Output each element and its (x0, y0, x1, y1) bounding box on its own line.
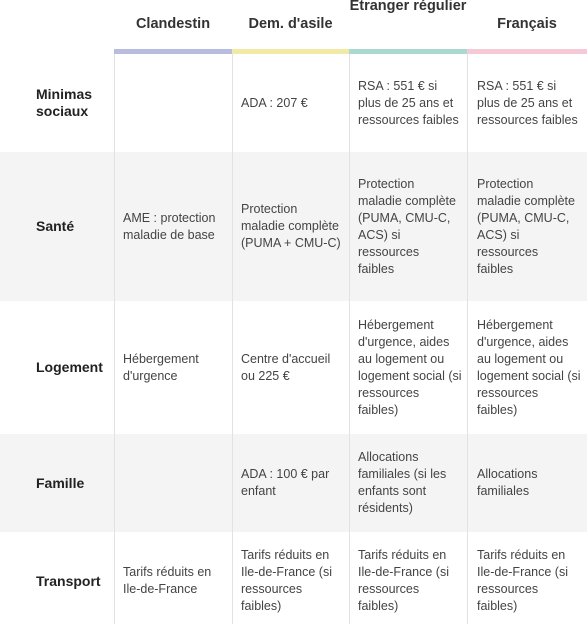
cell-sante-demandeur: Protection maladie complète (PUMA + CMU-… (241, 202, 341, 250)
header-etranger-regulier: Etranger régulier (349, 0, 467, 14)
cell-minimas-demandeur: ADA : 207 € (241, 95, 308, 110)
cell-famille-etranger: Allocations familiales (si les enfants s… (358, 450, 447, 515)
row-label-famille: Famille (36, 474, 85, 491)
cell-sante-francais: Protection maladie complète (PUMA, CMU-C… (477, 176, 575, 276)
row-label-logement: Logement (36, 359, 103, 375)
cell-sante-etranger: Protection maladie complète (PUMA, CMU-C… (358, 176, 456, 276)
header-bar-demandeur-asile (232, 49, 349, 54)
header-clandestin: Clandestin (135, 15, 211, 32)
header-demandeur-asile: Dem. d'asile (248, 15, 333, 32)
column-divider (232, 54, 233, 624)
cell-transport-etranger: Tarifs réduits en Ile-de-France (si ress… (358, 548, 449, 613)
cell-minimas-francais: RSA : 551 € si plus de 25 ans et ressour… (477, 78, 578, 127)
row-bg-1 (0, 152, 587, 301)
cell-transport-clandestin: Tarifs réduits en Ile-de-France (123, 565, 212, 596)
column-divider (114, 54, 115, 624)
cell-sante-clandestin: AME : protection maladie de base (123, 210, 216, 242)
row-label-sante: Santé (36, 218, 75, 234)
cell-logement-clandestin: Hébergement d'urgence (123, 351, 199, 383)
row-bg-3 (0, 434, 587, 532)
header-bar-clandestin (114, 49, 232, 54)
cell-transport-demandeur: Tarifs réduits en Ile-de-France (si ress… (241, 548, 332, 613)
row-bg-4 (0, 532, 587, 624)
cell-logement-demandeur: Centre d'accueil ou 225 € (241, 351, 331, 383)
cell-famille-clandestin (123, 434, 227, 532)
cell-logement-francais: Hébergement d'urgence, aides au logement… (477, 317, 581, 417)
cell-minimas-clandestin (123, 54, 227, 152)
column-divider (467, 54, 468, 624)
header-bar-etranger-regulier (349, 49, 467, 54)
header-francais: Français (497, 15, 557, 32)
cell-famille-demandeur: ADA : 100 € par enfant (241, 467, 330, 498)
row-bg-0 (0, 54, 587, 152)
header-bar-francais (467, 49, 587, 54)
row-label-transport: Transport (36, 572, 101, 589)
cell-logement-etranger: Hébergement d'urgence, aides au logement… (358, 317, 462, 417)
row-label-minimas-sociaux: Minimas sociaux (36, 86, 93, 119)
cell-minimas-etranger: RSA : 551 € si plus de 25 ans et ressour… (358, 78, 459, 127)
column-divider (349, 54, 350, 624)
cell-famille-francais: Allocations familiales (477, 467, 538, 498)
row-bg-2 (0, 301, 587, 434)
cell-transport-francais: Tarifs réduits en Ile-de-France (si ress… (477, 548, 568, 613)
